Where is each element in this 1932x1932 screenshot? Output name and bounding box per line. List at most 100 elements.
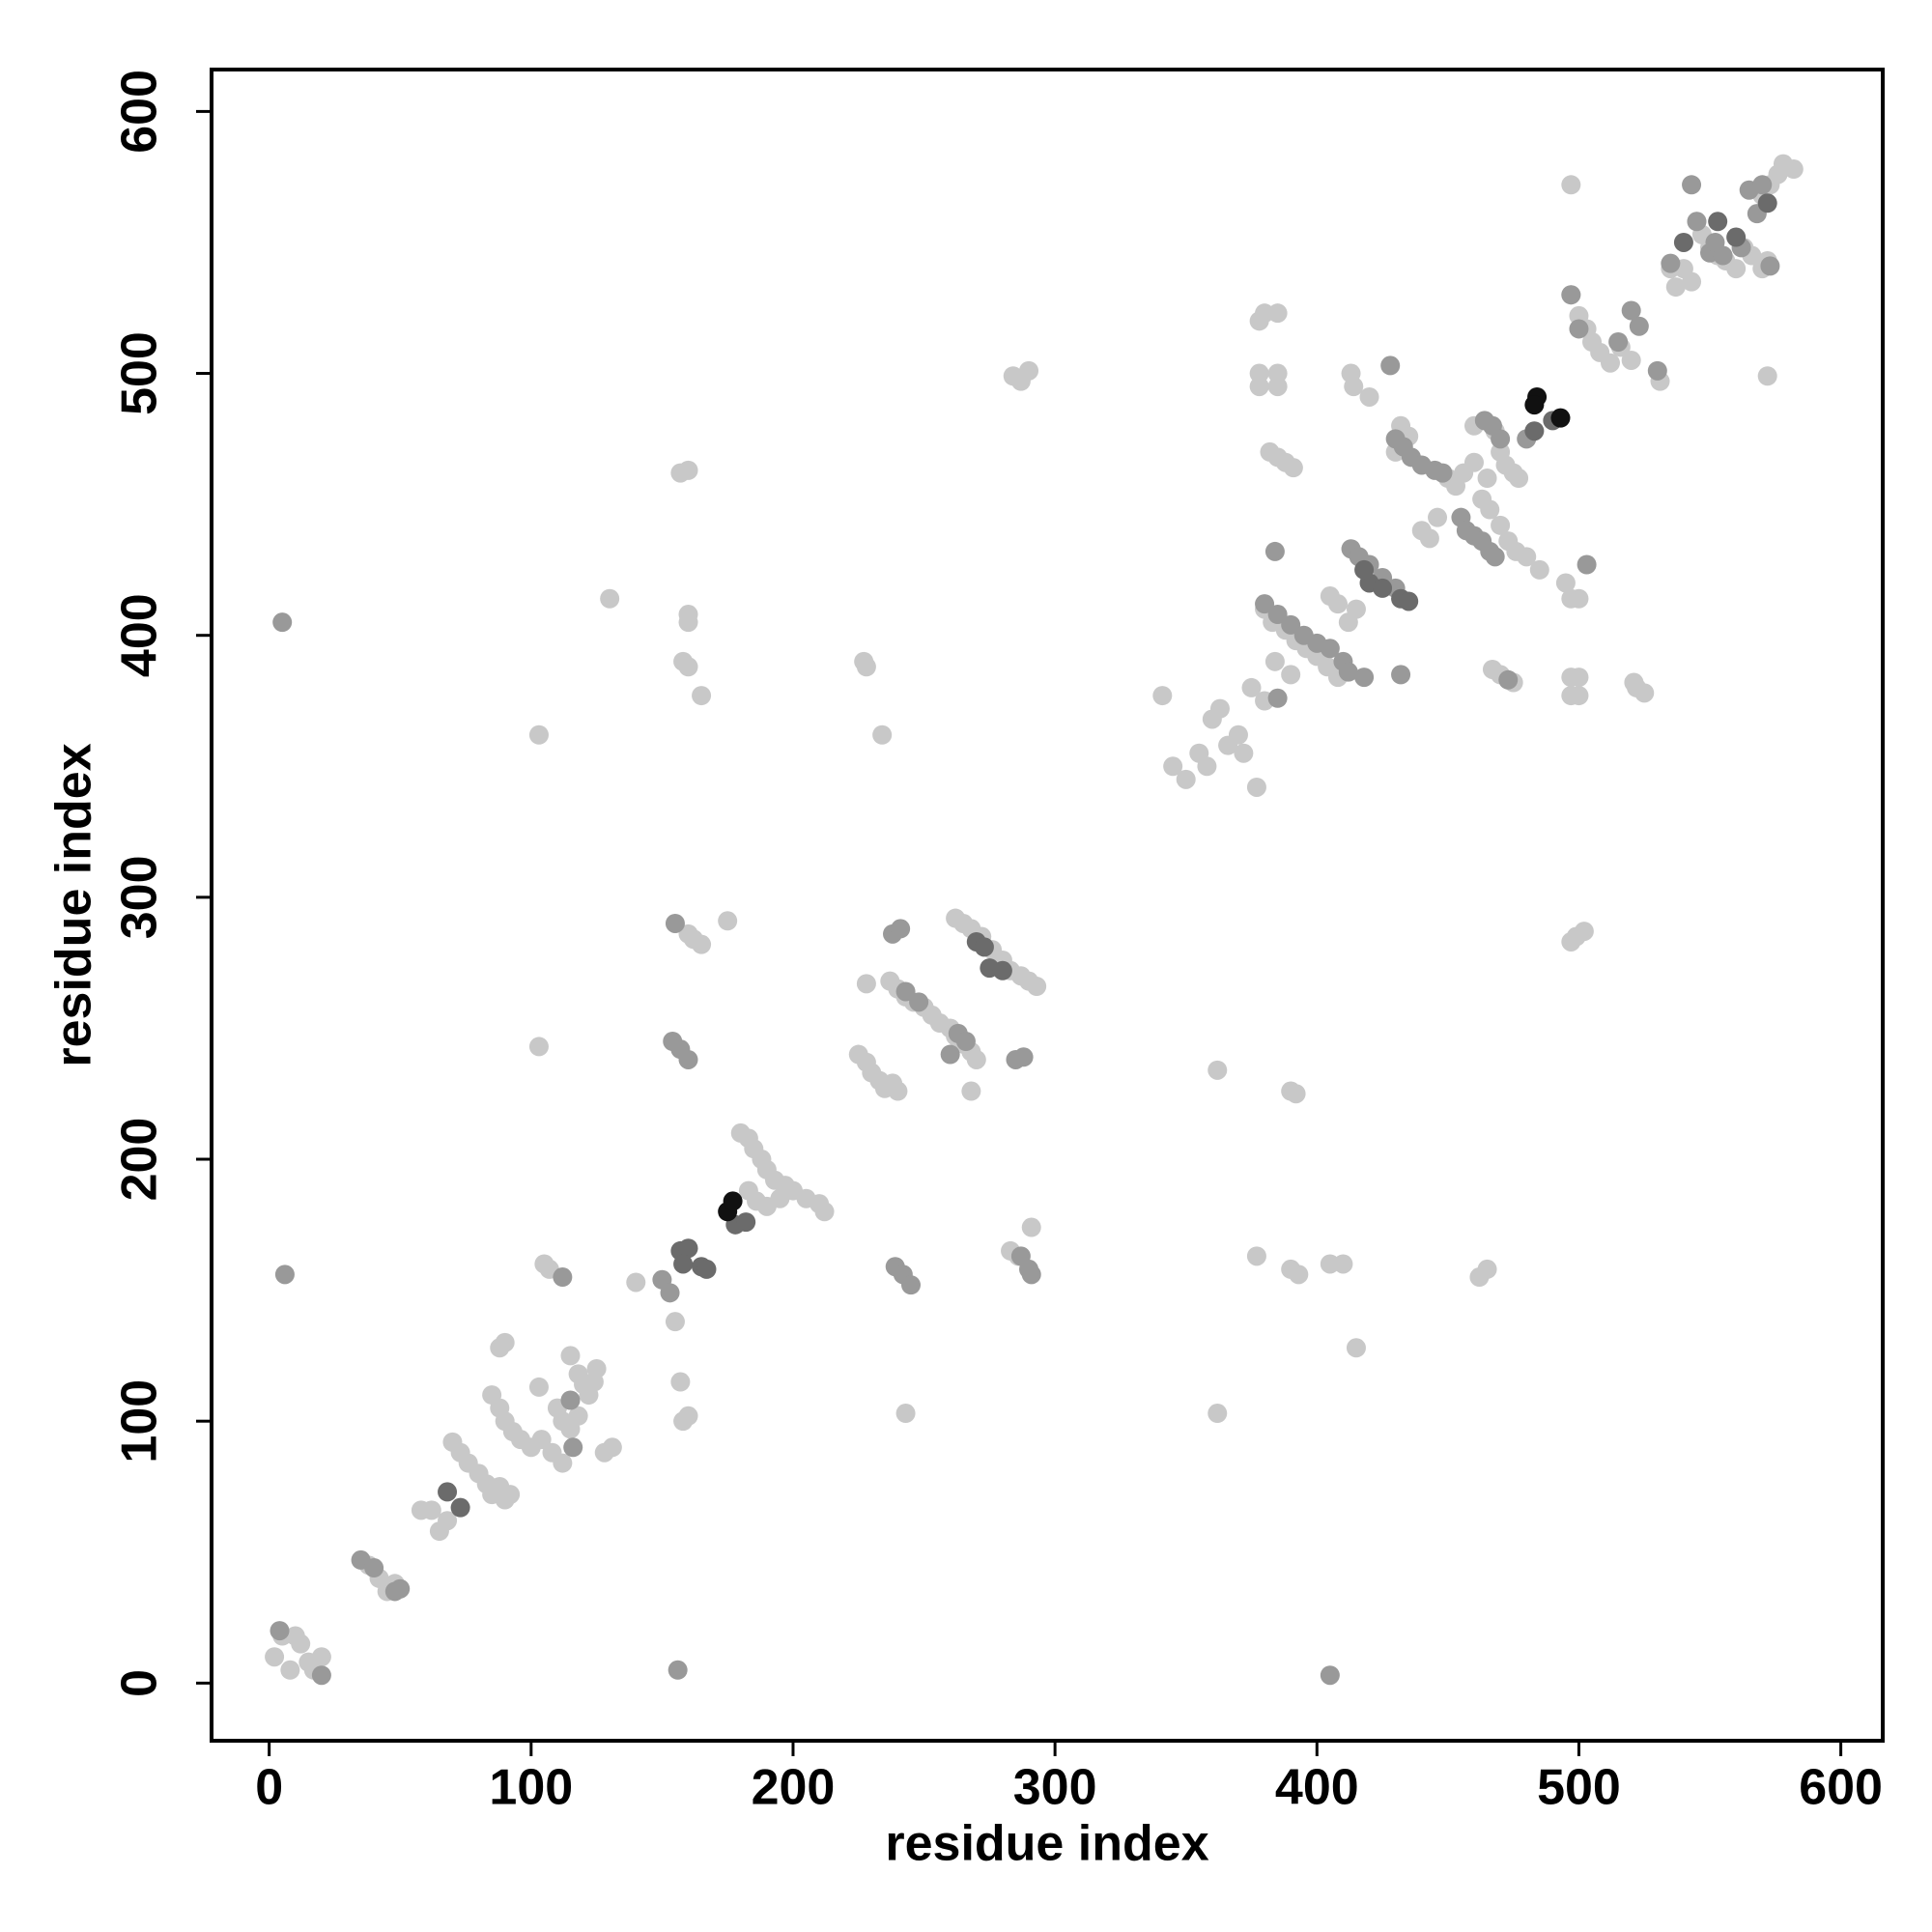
point	[1246, 1246, 1266, 1266]
point	[1391, 665, 1411, 685]
point	[1267, 303, 1288, 324]
point	[1783, 159, 1804, 180]
point	[678, 612, 698, 633]
point	[1477, 469, 1497, 489]
point	[272, 612, 293, 633]
point	[560, 1346, 581, 1366]
point	[814, 1202, 835, 1222]
point	[900, 1275, 921, 1295]
point	[665, 913, 685, 933]
point	[600, 588, 620, 609]
y-tick-label: 600	[112, 70, 168, 154]
point	[1019, 360, 1039, 381]
point	[1757, 366, 1777, 386]
point	[291, 1634, 311, 1654]
point	[1726, 259, 1747, 279]
point	[280, 1660, 300, 1680]
point	[1267, 377, 1288, 397]
point	[678, 657, 698, 677]
point	[1013, 1047, 1034, 1067]
point	[1021, 1217, 1041, 1237]
point	[856, 657, 876, 677]
point	[563, 1437, 583, 1458]
point	[1463, 452, 1484, 472]
point	[1485, 547, 1505, 567]
point	[673, 1254, 694, 1274]
point	[1569, 668, 1589, 688]
point	[586, 1358, 607, 1378]
point	[1517, 547, 1537, 567]
point	[1197, 756, 1217, 777]
point	[1346, 1338, 1366, 1358]
point	[1705, 232, 1725, 252]
point	[1286, 1084, 1306, 1104]
point	[1021, 1264, 1041, 1285]
point	[1346, 599, 1366, 619]
point	[528, 1037, 549, 1057]
point	[888, 1081, 908, 1101]
plot-frame	[210, 68, 1885, 1743]
point	[1333, 1254, 1353, 1274]
point	[265, 1647, 285, 1667]
point	[568, 1406, 588, 1426]
point	[678, 1406, 698, 1426]
point	[1234, 743, 1254, 763]
point	[1320, 639, 1340, 659]
point	[1152, 686, 1173, 706]
point	[1574, 922, 1594, 942]
point	[974, 937, 994, 957]
point	[1228, 724, 1248, 745]
point	[1281, 614, 1301, 635]
point	[1264, 651, 1285, 671]
point	[1428, 507, 1448, 527]
point	[438, 1511, 458, 1531]
point	[678, 1238, 698, 1259]
point	[1682, 271, 1702, 292]
point	[528, 1377, 549, 1397]
y-tick-label: 0	[112, 1669, 168, 1697]
point	[955, 1032, 976, 1052]
point	[1477, 1259, 1497, 1279]
x-tick-label: 400	[1275, 1760, 1359, 1816]
point	[1673, 232, 1693, 252]
point	[770, 1188, 790, 1208]
point	[872, 724, 893, 745]
point	[626, 1272, 646, 1293]
point	[1647, 360, 1667, 381]
point	[438, 1482, 458, 1502]
point	[992, 960, 1012, 980]
point	[602, 1437, 622, 1458]
point	[1555, 573, 1576, 593]
x-tick-label: 500	[1537, 1760, 1621, 1816]
point	[450, 1497, 470, 1518]
y-tick-label: 400	[112, 593, 168, 677]
point	[1624, 672, 1644, 693]
point	[311, 1665, 331, 1686]
point	[390, 1578, 411, 1599]
y-tick-label: 200	[112, 1118, 168, 1202]
point	[1621, 300, 1641, 321]
point	[1665, 277, 1686, 298]
point	[723, 1191, 743, 1211]
point	[736, 1212, 756, 1233]
point	[665, 1312, 685, 1332]
point	[696, 1259, 717, 1279]
point	[421, 1500, 441, 1520]
point	[1561, 175, 1581, 195]
y-tick-label: 500	[112, 331, 168, 415]
point	[660, 1283, 680, 1303]
point	[1373, 578, 1393, 598]
point	[531, 1430, 552, 1450]
point	[909, 992, 929, 1012]
point	[1708, 212, 1728, 232]
point	[1283, 458, 1303, 478]
point	[1491, 429, 1511, 449]
point	[495, 1332, 515, 1352]
point	[1267, 688, 1288, 708]
point	[692, 686, 712, 706]
point	[1608, 332, 1629, 353]
point	[1281, 665, 1301, 685]
point	[1569, 319, 1589, 339]
y-axis-title: residue index	[46, 743, 102, 1066]
